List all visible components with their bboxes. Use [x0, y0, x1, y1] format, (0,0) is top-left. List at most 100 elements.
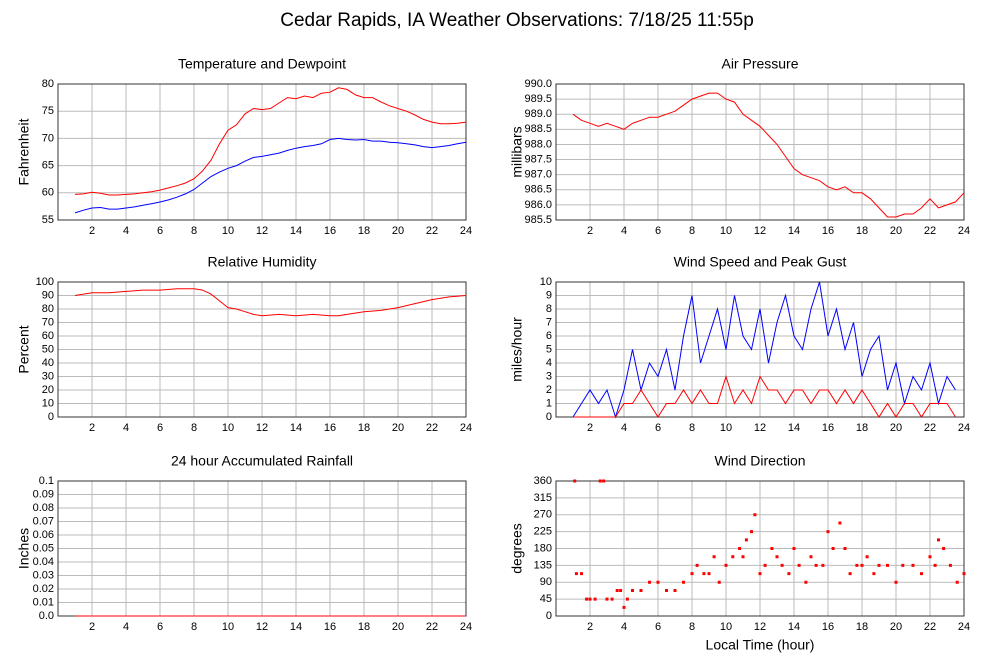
x-tick-label: 16 [822, 621, 834, 633]
y-tick-label: 985.5 [524, 214, 552, 226]
y-tick-label: 0 [48, 411, 54, 423]
panel: Wind Direction degrees Local Time (hour) 0 4… [509, 453, 970, 653]
data-point [573, 479, 577, 483]
data-point [682, 580, 685, 584]
y-tick-label: 990.0 [524, 78, 552, 90]
x-tick-label: 18 [856, 225, 868, 237]
x-tick-label: 6 [157, 225, 163, 237]
y-tick-label: 10 [540, 276, 552, 288]
data-point [625, 597, 629, 601]
data-point [937, 538, 940, 542]
data-point [775, 555, 779, 559]
y-axis-label: Inches [16, 528, 32, 569]
y-axis-label: Percent [16, 325, 32, 373]
data-point [843, 547, 847, 550]
data-point [933, 563, 937, 567]
data-point [598, 479, 602, 483]
x-tick-label: 16 [822, 225, 834, 237]
x-tick-label: 8 [191, 225, 197, 237]
x-tick-label: 6 [655, 621, 661, 633]
y-tick-label: 45 [540, 593, 552, 605]
x-tick-label: 12 [256, 225, 268, 237]
plot-frame [57, 281, 467, 418]
x-tick-label: 12 [754, 621, 766, 633]
data-point [695, 563, 699, 567]
y-axis-label: millibars [509, 126, 525, 177]
y-tick-label: 4 [546, 357, 552, 369]
y-tick-label: 315 [534, 492, 552, 504]
y-tick-label: 9 [546, 289, 552, 301]
y-tick-label: 989.0 [524, 108, 552, 120]
x-tick-label: 10 [222, 422, 234, 434]
x-tick-label: 14 [290, 422, 302, 434]
x-tick-label: 2 [587, 422, 593, 434]
x-tick-label: 12 [256, 621, 268, 633]
data-point [911, 563, 915, 567]
plot-frame [555, 281, 965, 418]
y-tick-label: 40 [42, 357, 54, 369]
data-point [585, 597, 589, 601]
data-point [901, 563, 905, 567]
data-point [673, 589, 677, 592]
x-tick-label: 22 [426, 621, 438, 633]
y-tick-label: 90 [42, 289, 54, 301]
y-tick-label: 100 [36, 276, 54, 288]
panel: Air Pressure millibars 985.5 986.0 986.5 987.… [509, 56, 970, 237]
y-tick-label: 135 [534, 559, 552, 571]
data-point [610, 597, 614, 601]
x-tick-label: 24 [460, 225, 472, 237]
x-tick-label: 8 [191, 422, 197, 434]
x-tick-label: 8 [689, 621, 695, 633]
panel-title: 24 hour Accumulated Rainfall [171, 453, 353, 469]
y-tick-label: 270 [534, 509, 552, 521]
y-tick-label: 225 [534, 526, 552, 538]
data-point [574, 572, 578, 576]
x-tick-label: 22 [924, 422, 936, 434]
data-line [572, 92, 965, 218]
panel: Relative HumidityPercent0102030405060708… [16, 254, 472, 434]
x-tick-label: 16 [324, 225, 336, 237]
y-tick-label: 0.06 [33, 529, 54, 541]
data-point [656, 580, 660, 584]
y-tick-label: 6 [546, 330, 552, 342]
y-tick-label: 0.08 [33, 502, 54, 514]
y-tick-label: 986.0 [524, 199, 552, 211]
data-point [955, 580, 959, 584]
y-axis-label: Fahrenheit [16, 118, 32, 185]
x-tick-label: 12 [754, 225, 766, 237]
x-tick-label: 4 [621, 225, 627, 237]
x-tick-label: 24 [460, 621, 472, 633]
data-point [744, 538, 748, 542]
data-point [702, 572, 706, 576]
x-tick-label: 2 [587, 225, 593, 237]
x-tick-label: 16 [822, 422, 834, 434]
y-tick-label: 0.1 [39, 475, 54, 487]
data-line [74, 288, 467, 317]
data-line [74, 87, 467, 196]
x-tick-label: 10 [720, 422, 732, 434]
y-tick-label: 2 [546, 384, 552, 396]
data-point [797, 563, 801, 567]
x-tick-label: 20 [392, 422, 404, 434]
x-tick-label: 18 [358, 621, 370, 633]
x-tick-label: 14 [290, 621, 302, 633]
y-tick-label: 50 [42, 343, 54, 355]
y-tick-label: 0.0 [39, 610, 54, 622]
data-point [622, 605, 626, 609]
x-tick-label: 4 [123, 225, 129, 237]
panel: 24 hour Accumulated Rainfall Inches 0.0 0.0… [16, 453, 472, 633]
x-tick-label: 4 [621, 621, 627, 633]
panel: Wind Speed and Peak Gustmiles/hour012345… [509, 254, 970, 434]
y-tick-label: 0.04 [33, 556, 54, 568]
x-tick-label: 16 [324, 422, 336, 434]
x-tick-label: 14 [788, 422, 800, 434]
x-tick-label: 14 [788, 225, 800, 237]
data-point [855, 563, 859, 567]
data-point [753, 513, 757, 517]
data-point [848, 572, 852, 576]
x-tick-label: 8 [191, 621, 197, 633]
y-tick-label: 5 [546, 343, 552, 355]
y-axis-label: miles/hour [509, 317, 525, 382]
y-tick-label: 55 [42, 214, 54, 226]
x-tick-label: 4 [123, 621, 129, 633]
